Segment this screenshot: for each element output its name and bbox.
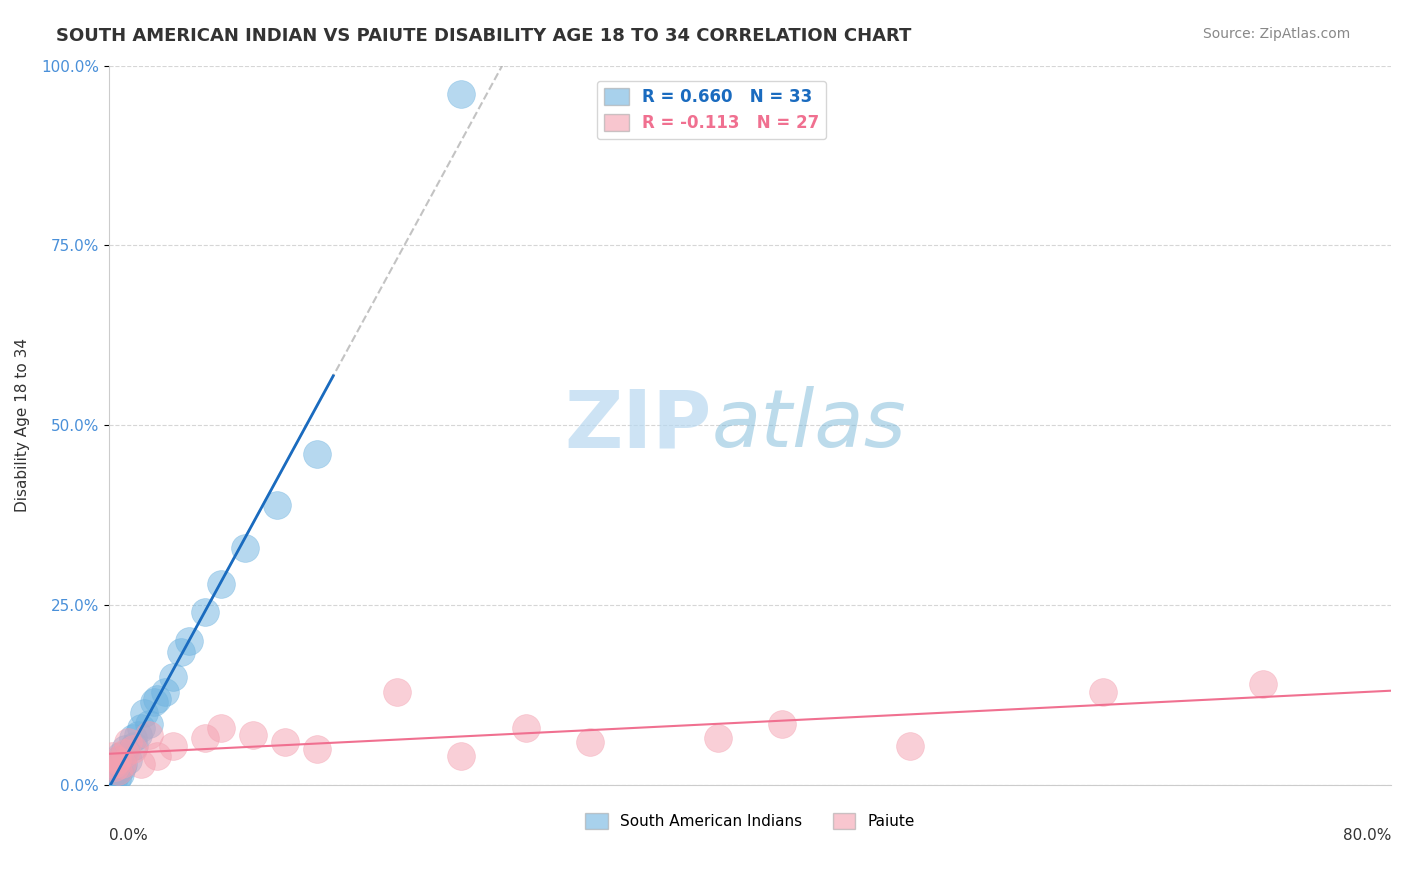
- Y-axis label: Disability Age 18 to 34: Disability Age 18 to 34: [15, 338, 30, 512]
- Point: [162, 739, 184, 753]
- Text: SOUTH AMERICAN INDIAN VS PAIUTE DISABILITY AGE 18 TO 34 CORRELATION CHART: SOUTH AMERICAN INDIAN VS PAIUTE DISABILI…: [56, 27, 911, 45]
- Point: [103, 756, 125, 771]
- Point: [104, 760, 127, 774]
- Point: [194, 606, 217, 620]
- Point: [209, 721, 232, 735]
- Legend: South American Indians, Paiute: South American Indians, Paiute: [579, 807, 921, 835]
- Point: [114, 746, 136, 760]
- Point: [132, 706, 155, 721]
- Point: [104, 756, 127, 771]
- Point: [162, 670, 184, 684]
- Point: [142, 695, 165, 709]
- Point: [129, 756, 152, 771]
- Point: [898, 739, 921, 753]
- Point: [117, 735, 139, 749]
- Point: [450, 87, 472, 102]
- Point: [1251, 677, 1274, 691]
- Text: 0.0%: 0.0%: [108, 829, 148, 843]
- Point: [101, 749, 124, 764]
- Point: [107, 764, 129, 778]
- Point: [177, 634, 200, 648]
- Point: [138, 728, 160, 742]
- Point: [114, 742, 136, 756]
- Point: [107, 764, 129, 778]
- Point: [107, 753, 129, 767]
- Point: [194, 731, 217, 746]
- Point: [170, 645, 193, 659]
- Text: 80.0%: 80.0%: [1343, 829, 1391, 843]
- Point: [117, 753, 139, 767]
- Point: [112, 756, 135, 771]
- Point: [307, 742, 329, 756]
- Point: [124, 739, 146, 753]
- Point: [274, 735, 297, 749]
- Point: [122, 742, 145, 756]
- Text: Source: ZipAtlas.com: Source: ZipAtlas.com: [1202, 27, 1350, 41]
- Text: atlas: atlas: [711, 386, 907, 465]
- Point: [770, 717, 793, 731]
- Point: [307, 447, 329, 461]
- Point: [146, 749, 169, 764]
- Point: [146, 691, 169, 706]
- Point: [387, 684, 409, 698]
- Point: [108, 767, 131, 781]
- Point: [129, 721, 152, 735]
- Point: [1091, 684, 1114, 698]
- Point: [153, 684, 176, 698]
- Text: ZIP: ZIP: [564, 386, 711, 465]
- Point: [122, 731, 145, 746]
- Point: [111, 756, 134, 771]
- Point: [707, 731, 730, 746]
- Point: [266, 498, 288, 512]
- Point: [105, 772, 128, 787]
- Point: [105, 753, 128, 767]
- Point: [578, 735, 600, 749]
- Point: [105, 765, 128, 780]
- Point: [138, 717, 160, 731]
- Point: [111, 760, 134, 774]
- Point: [104, 760, 127, 774]
- Point: [515, 721, 537, 735]
- Point: [242, 728, 264, 742]
- Point: [127, 728, 149, 742]
- Point: [450, 749, 472, 764]
- Point: [103, 771, 125, 785]
- Point: [209, 576, 232, 591]
- Point: [108, 749, 131, 764]
- Point: [233, 541, 256, 555]
- Point: [103, 767, 125, 781]
- Point: [101, 764, 124, 778]
